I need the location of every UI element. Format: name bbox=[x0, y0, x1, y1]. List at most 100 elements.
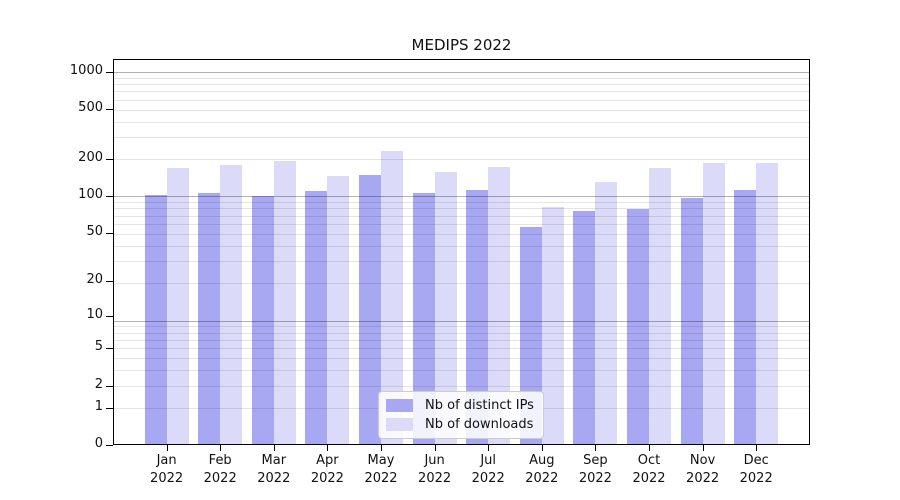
minor-gridline bbox=[114, 224, 809, 225]
y-tick-mark bbox=[106, 109, 113, 111]
x-tick-mark bbox=[220, 445, 222, 451]
x-tick-mark bbox=[273, 445, 275, 451]
y-tick-mark bbox=[106, 195, 113, 197]
downloads-label: Nb of downloads bbox=[425, 417, 534, 432]
x-tick-mark bbox=[381, 445, 382, 451]
minor-gridline bbox=[114, 91, 809, 93]
minor-gridline bbox=[114, 370, 809, 372]
nb-of-downloads-bar-sep bbox=[595, 182, 618, 444]
nb-of-downloads-bar-dec bbox=[756, 162, 779, 444]
legend-item-downloads: Nb of downloads bbox=[386, 417, 534, 432]
minor-gridline bbox=[114, 283, 809, 285]
legend: Nb of distinct IPs Nb of downloads bbox=[378, 391, 544, 439]
nb-of-distinct-ips-bar-nov bbox=[680, 198, 703, 444]
nb-of-distinct-ips-bar-sep bbox=[573, 210, 596, 444]
nb-of-distinct-ips-bar-jan bbox=[144, 194, 167, 444]
nb-of-distinct-ips-bar-dec bbox=[734, 190, 757, 444]
minor-gridline bbox=[114, 137, 809, 139]
y-tick-mark bbox=[106, 445, 113, 446]
nb-of-distinct-ips-bar-mar bbox=[251, 195, 274, 444]
nb-of-distinct-ips-bar-jun bbox=[412, 192, 435, 444]
x-tick-label-oct: Oct 2022 bbox=[632, 453, 666, 486]
x-tick-label-jun: Jun 2022 bbox=[418, 453, 452, 486]
x-tick-label-nov: Nov 2022 bbox=[686, 453, 720, 486]
y-tick-mark bbox=[106, 280, 113, 282]
y-tick-label: 20 bbox=[86, 271, 103, 287]
x-tick-mark bbox=[166, 445, 168, 451]
x-tick-label-may: May 2022 bbox=[364, 453, 398, 486]
x-tick-label-dec: Dec 2022 bbox=[739, 453, 773, 486]
major-gridline bbox=[114, 196, 809, 198]
minor-gridline bbox=[114, 245, 809, 247]
y-tick-label: 1000 bbox=[69, 63, 103, 78]
y-tick-label: 100 bbox=[78, 186, 103, 202]
minor-gridline bbox=[114, 385, 809, 387]
x-tick-label-sep: Sep 2022 bbox=[578, 453, 612, 486]
x-tick-mark bbox=[702, 445, 704, 451]
minor-gridline bbox=[114, 99, 809, 101]
minor-gridline bbox=[114, 109, 809, 111]
x-tick-label-feb: Feb 2022 bbox=[203, 453, 237, 486]
x-tick-label-apr: Apr 2022 bbox=[310, 453, 344, 486]
nb-of-downloads-bar-mar bbox=[273, 161, 296, 444]
nb-of-downloads-bar-apr bbox=[327, 176, 350, 444]
y-tick-label: 500 bbox=[78, 100, 103, 116]
x-tick-mark bbox=[434, 445, 436, 451]
minor-gridline bbox=[114, 358, 809, 360]
minor-gridline bbox=[114, 348, 809, 350]
y-tick-label: 0 bbox=[94, 436, 103, 451]
nb-of-downloads-bar-feb bbox=[220, 165, 243, 444]
y-tick-mark bbox=[106, 407, 113, 409]
distinct-ips-swatch bbox=[386, 399, 413, 412]
major-gridline bbox=[114, 72, 809, 74]
y-tick-mark bbox=[106, 315, 113, 317]
chart-title: MEDIPS 2022 bbox=[411, 36, 512, 54]
x-tick-mark bbox=[327, 445, 329, 451]
nb-of-downloads-bar-nov bbox=[702, 163, 725, 444]
nb-of-downloads-bar-jan bbox=[166, 168, 189, 444]
y-tick-mark bbox=[106, 158, 113, 160]
minor-gridline bbox=[114, 340, 809, 341]
y-tick-mark bbox=[106, 232, 113, 234]
y-tick-mark bbox=[106, 348, 113, 350]
y-tick-label: 1 bbox=[94, 398, 103, 414]
minor-gridline bbox=[114, 208, 809, 210]
distinct-ips-label: Nb of distinct IPs bbox=[425, 398, 534, 413]
x-tick-label-aug: Aug 2022 bbox=[525, 453, 559, 486]
y-tick-label: 200 bbox=[78, 149, 103, 165]
nb-of-distinct-ips-bar-jul bbox=[466, 189, 489, 444]
x-tick-mark bbox=[649, 445, 650, 451]
nb-of-distinct-ips-bar-apr bbox=[305, 191, 328, 444]
minor-gridline bbox=[114, 84, 809, 86]
minor-gridline bbox=[114, 121, 809, 123]
y-tick-label: 5 bbox=[94, 339, 103, 355]
x-tick-label-mar: Mar 2022 bbox=[257, 453, 291, 486]
x-tick-mark bbox=[541, 445, 543, 451]
y-tick-mark bbox=[106, 385, 113, 387]
y-tick-label: 2 bbox=[94, 376, 103, 392]
minor-gridline bbox=[114, 233, 809, 235]
major-gridline bbox=[114, 320, 809, 322]
minor-gridline bbox=[114, 77, 809, 79]
x-tick-mark bbox=[756, 445, 758, 451]
nb-of-distinct-ips-bar-feb bbox=[198, 192, 221, 444]
minor-gridline bbox=[114, 159, 809, 160]
minor-gridline bbox=[114, 332, 809, 334]
x-tick-label-jan: Jan 2022 bbox=[150, 453, 184, 486]
nb-of-downloads-bar-may bbox=[381, 150, 403, 444]
y-tick-mark bbox=[106, 72, 113, 73]
x-tick-mark bbox=[488, 445, 490, 451]
nb-of-downloads-bar-jul bbox=[488, 167, 511, 444]
nb-of-distinct-ips-bar-oct bbox=[627, 209, 649, 444]
y-tick-label: 50 bbox=[86, 223, 103, 239]
minor-gridline bbox=[114, 261, 809, 263]
nb-of-downloads-bar-oct bbox=[649, 168, 671, 444]
x-tick-label-jul: Jul 2022 bbox=[471, 453, 505, 486]
nb-of-downloads-bar-jun bbox=[434, 172, 457, 444]
nb-of-distinct-ips-bar-may bbox=[359, 175, 381, 444]
minor-gridline bbox=[114, 202, 809, 204]
minor-gridline bbox=[114, 326, 809, 328]
y-tick-label: 10 bbox=[86, 306, 103, 322]
legend-item-distinct-ips: Nb of distinct IPs bbox=[386, 398, 534, 413]
